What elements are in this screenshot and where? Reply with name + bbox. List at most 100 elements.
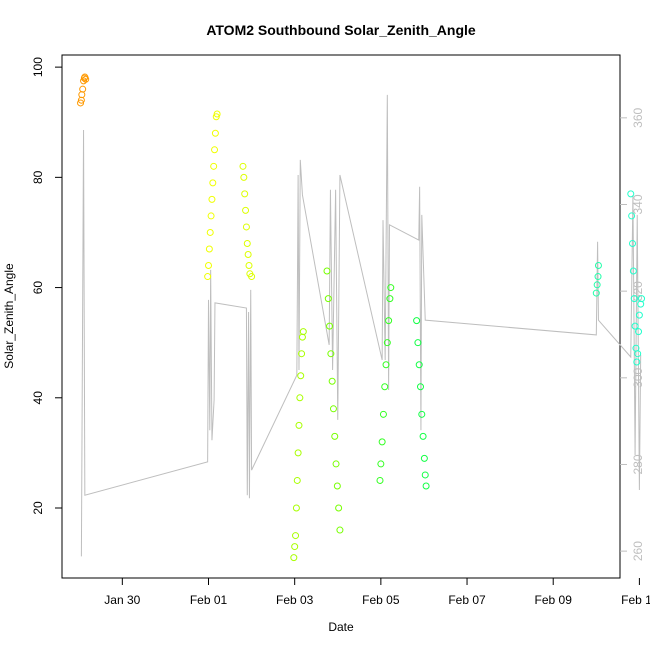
point [421, 471, 429, 479]
point [416, 383, 424, 391]
point [333, 482, 341, 490]
point [414, 339, 422, 347]
chart-title: ATOM2 Southbound Solar_Zenith_Angle [206, 22, 476, 38]
y2-tick-label: 360 [631, 107, 645, 127]
point [378, 438, 386, 446]
point [243, 239, 251, 247]
y-tick-label: 100 [31, 57, 45, 77]
point [418, 410, 426, 418]
point [242, 206, 250, 214]
point [382, 361, 390, 369]
point [413, 317, 421, 325]
point [379, 410, 387, 418]
point [213, 110, 221, 118]
point [298, 350, 306, 358]
point [594, 273, 602, 281]
point [209, 179, 217, 187]
x-tick-label: Jan 30 [104, 593, 140, 607]
x-tick-label: Feb 09 [535, 593, 573, 607]
point [387, 284, 395, 292]
point [244, 251, 252, 259]
point [335, 504, 343, 512]
point [290, 554, 298, 562]
point [242, 223, 250, 231]
point [377, 460, 385, 468]
point [208, 195, 216, 203]
point [299, 328, 307, 336]
point [633, 358, 641, 366]
point [422, 482, 430, 490]
point [248, 273, 256, 281]
point [328, 377, 336, 385]
point [205, 262, 213, 270]
x-tick-label: Feb 03 [276, 593, 314, 607]
point [82, 75, 90, 83]
point [629, 267, 637, 275]
y2-tick-label: 340 [631, 194, 645, 214]
point [210, 162, 218, 170]
point [240, 173, 248, 181]
point [635, 328, 643, 336]
y2-tick-label: 260 [631, 541, 645, 561]
point [415, 361, 423, 369]
line [80, 94, 642, 557]
point [296, 394, 304, 402]
point [206, 228, 214, 236]
x-tick-label: Feb 05 [362, 593, 400, 607]
x-tick-label: Feb 11 [621, 593, 650, 607]
y2-tick-label: 280 [631, 454, 645, 474]
point [386, 295, 394, 303]
point [634, 350, 642, 358]
point [336, 526, 344, 534]
point [419, 432, 427, 440]
point [327, 350, 335, 358]
y-tick-label: 60 [31, 281, 45, 295]
point [79, 85, 87, 93]
point [324, 295, 332, 303]
point [245, 262, 253, 270]
point [420, 454, 428, 462]
point [297, 372, 305, 380]
point [239, 162, 247, 170]
point [294, 449, 302, 457]
point [293, 476, 301, 484]
point [635, 311, 643, 319]
point [207, 212, 215, 220]
point [593, 281, 601, 289]
point [628, 239, 636, 247]
x-tick-label: Feb 01 [190, 593, 228, 607]
y-tick-label: 40 [31, 391, 45, 405]
y-tick-label: 80 [31, 170, 45, 184]
point [211, 146, 219, 154]
point [326, 322, 334, 330]
point [638, 295, 646, 303]
x-axis-label: Date [328, 620, 354, 634]
point [592, 289, 600, 297]
point [630, 295, 638, 303]
point [383, 339, 391, 347]
point [329, 405, 337, 413]
point [385, 317, 393, 325]
point [204, 273, 212, 281]
point [292, 504, 300, 512]
point [332, 460, 340, 468]
point [211, 129, 219, 137]
point [631, 322, 639, 330]
point [627, 190, 635, 198]
point [292, 532, 300, 540]
y-tick-label: 20 [31, 501, 45, 515]
x-tick-label: Feb 07 [448, 593, 486, 607]
point [295, 421, 303, 429]
point [291, 543, 299, 551]
y-axis-label: Solar_Zenith_Angle [2, 263, 16, 369]
point [628, 212, 636, 220]
point [241, 190, 249, 198]
point [331, 432, 339, 440]
point [323, 267, 331, 275]
point [205, 245, 213, 253]
point [594, 262, 602, 270]
point [381, 383, 389, 391]
point [376, 476, 384, 484]
